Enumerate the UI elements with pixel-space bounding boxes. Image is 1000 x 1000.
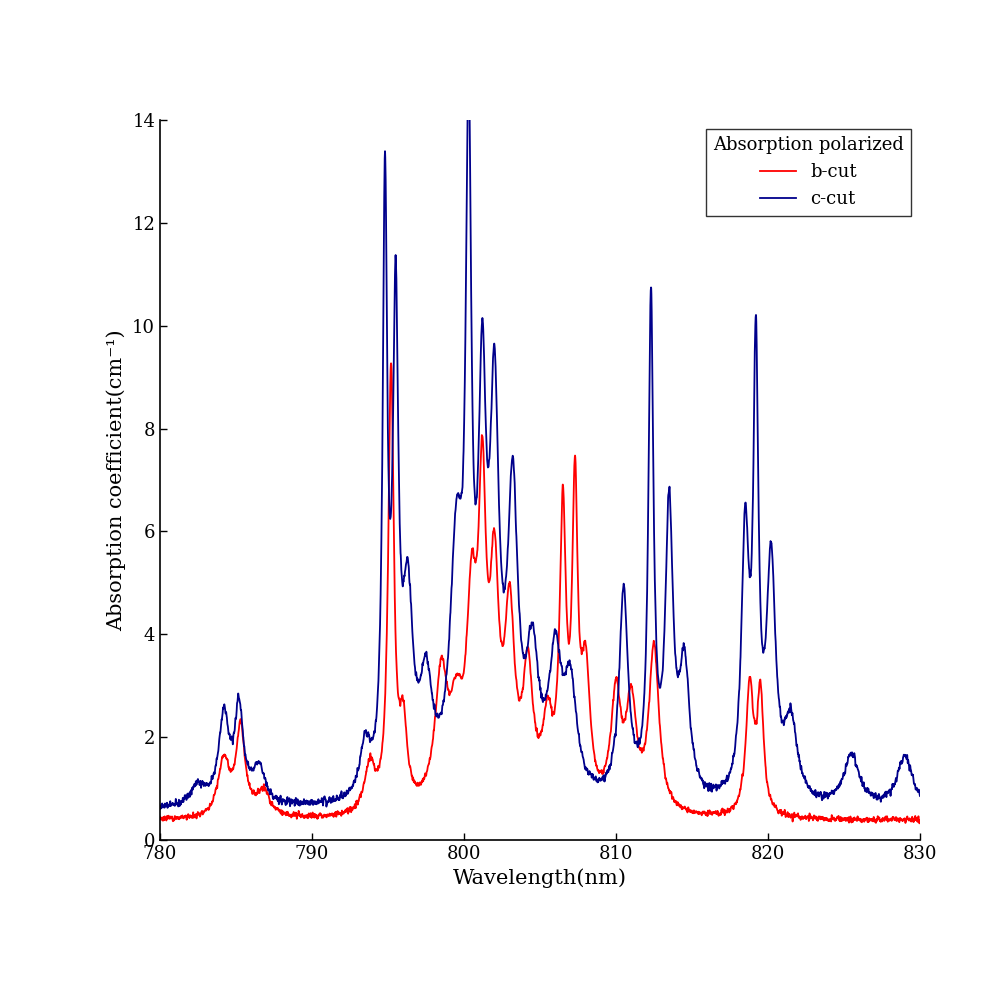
c-cut [429,706,441,718]
Y-axis label: Absorption coefficient(cm⁻¹): Absorption coefficient(cm⁻¹) [107,329,127,631]
b-cut [385,357,397,369]
c-cut [154,799,166,811]
b-cut [192,808,204,820]
b-cut [718,804,730,816]
c-cut [637,710,649,722]
b-cut [604,732,616,744]
b-cut [154,811,166,823]
Line: c-cut: c-cut [160,58,920,809]
c-cut [154,803,166,815]
Line: b-cut: b-cut [160,363,920,823]
c-cut [758,642,770,654]
c-cut [192,775,204,787]
c-cut [604,760,616,772]
Legend: b-cut, c-cut: b-cut, c-cut [706,129,911,216]
b-cut [913,817,925,829]
c-cut [914,790,926,802]
c-cut [463,52,475,64]
c-cut [718,776,730,788]
b-cut [758,738,770,750]
b-cut [637,742,649,754]
X-axis label: Wavelength(nm): Wavelength(nm) [453,868,627,888]
b-cut [914,815,926,827]
b-cut [429,710,441,722]
